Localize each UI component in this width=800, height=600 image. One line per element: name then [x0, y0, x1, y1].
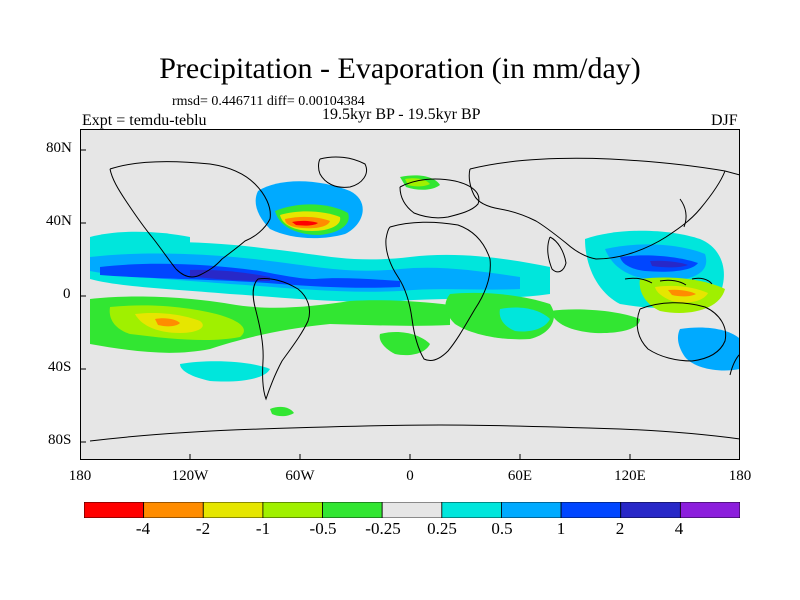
lat-tick-label: 0 [63, 286, 71, 302]
coastline-asia [468, 157, 740, 260]
lat-tick-label: 40S [48, 359, 72, 375]
lat-tick-label: 80N [46, 140, 72, 156]
lon-tick-label: 180 [728, 468, 752, 484]
colorbar-swatch [441, 502, 502, 518]
lat-tick-label: 40N [46, 213, 72, 229]
lon-tick-label: 60W [285, 468, 315, 484]
anomaly-region [292, 220, 318, 226]
anomaly-region [550, 309, 640, 334]
coastlines [89, 156, 740, 442]
colorbar-swatch [381, 502, 443, 518]
lon-tick-label: 60E [507, 468, 533, 484]
coastline-greenland [318, 156, 367, 188]
anomaly-region [677, 327, 740, 371]
anomaly-region [405, 178, 430, 187]
coastline-australia [636, 302, 727, 362]
lon-tick-label: 120E [614, 468, 646, 484]
colorbar-label: -0.25 [365, 519, 401, 538]
colorbar-swatch [620, 502, 681, 518]
coastline-india [547, 236, 567, 273]
stats-label: rmsd= 0.446711 diff= 0.00104384 [172, 94, 365, 109]
colorbar-swatch [202, 502, 264, 518]
map-ticks [80, 149, 631, 460]
anomaly-region [668, 289, 696, 297]
colorbar-label: -4 [135, 519, 151, 538]
anomaly-region [190, 269, 270, 281]
colorbar [84, 502, 740, 518]
coastline-japan [679, 198, 687, 228]
colorbar-label: -0.5 [309, 519, 337, 538]
lon-tick-label: 180 [68, 468, 92, 484]
colorbar-label: 1 [556, 519, 566, 538]
colorbar-label: 0.5 [491, 519, 513, 538]
colorbar-swatch [679, 502, 740, 518]
anomaly-region [180, 361, 270, 382]
experiment-label: Expt = temdu-teblu [82, 112, 207, 129]
coastline-antarctica [89, 424, 740, 442]
anomaly-region [379, 332, 430, 356]
colorbar-swatch [262, 502, 323, 518]
chart-title: Precipitation - Evaporation (in mm/day) [159, 52, 641, 85]
anomaly-region [650, 260, 688, 268]
colorbar-label: 2 [615, 519, 625, 538]
lat-tick-label: 80S [48, 432, 72, 448]
colorbar-label: -2 [195, 519, 211, 538]
period-label: 19.5kyr BP - 19.5kyr BP [322, 106, 481, 123]
lon-tick-label: 0 [406, 468, 414, 484]
anomaly-region [90, 253, 520, 292]
coastline-south-america [252, 278, 311, 401]
world-map [80, 129, 740, 460]
colorbar-swatch [84, 502, 145, 518]
coastline-africa [385, 221, 491, 362]
coastline-north-america [109, 161, 271, 278]
colorbar-label: -1 [255, 519, 271, 538]
colorbar-swatch [501, 502, 562, 518]
colorbar-swatch [560, 502, 622, 518]
anomaly-fields [90, 175, 740, 417]
coastline-europe [399, 178, 480, 219]
coastline-new-zealand [729, 353, 740, 376]
anomaly-region [499, 307, 550, 332]
anomaly-region [155, 318, 180, 327]
coastline-indonesia [624, 277, 713, 286]
colorbar-swatch [143, 502, 204, 518]
lon-tick-label: 120W [171, 468, 209, 484]
colorbar-label: 0.25 [427, 519, 457, 538]
anomaly-region [90, 231, 190, 250]
colorbar-swatch [322, 502, 383, 518]
season-label: DJF [711, 112, 738, 129]
colorbar-label: 4 [674, 519, 684, 538]
anomaly-region [270, 406, 294, 417]
